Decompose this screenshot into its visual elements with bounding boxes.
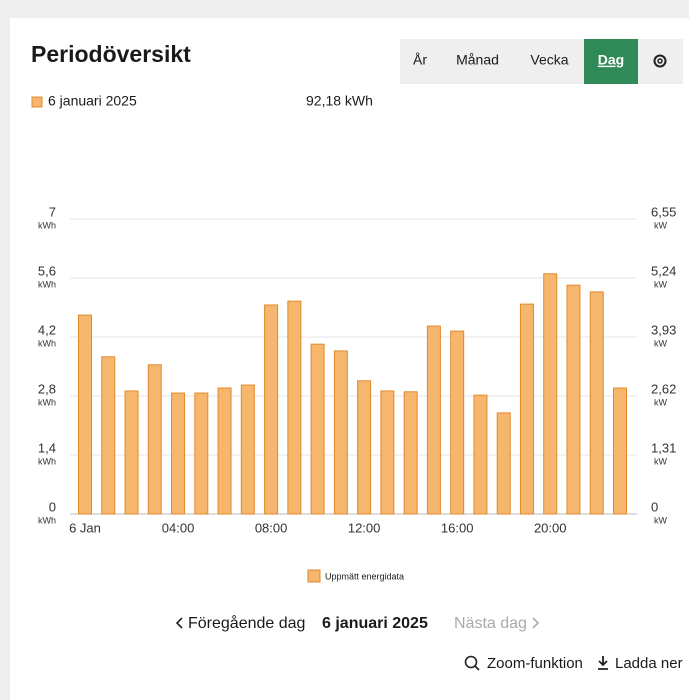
chevron-left (175, 617, 183, 629)
title: Periodöversikt (31, 41, 191, 67)
y-tick-label: 4,2 (38, 322, 56, 337)
next-label: Nästa dag (454, 615, 527, 632)
x-tick-label: 20:00 (534, 520, 567, 535)
bar (217, 387, 232, 515)
x-tick-label: 04:00 (162, 520, 195, 535)
legend-swatch (307, 569, 321, 583)
zoom-button[interactable]: Zoom-funktion (464, 655, 583, 672)
tab[interactable]: Vecka (530, 52, 568, 68)
bar (171, 392, 186, 515)
settings-button[interactable] (653, 54, 667, 68)
x-tick-label: 08:00 (255, 520, 288, 535)
y-unit: kWh (38, 220, 56, 230)
zoom-handle (474, 665, 480, 671)
bar (101, 356, 116, 515)
y-tick-label: 1,4 (38, 440, 56, 455)
y-unit: kWh (38, 397, 56, 407)
bar (333, 350, 348, 515)
tab-active-bg (584, 39, 638, 84)
zoom-icon (464, 655, 478, 669)
x-tick-label: 6 Jan (69, 520, 101, 535)
bar (613, 387, 627, 515)
summary-date: 6 januari 2025 (48, 93, 137, 109)
bar (264, 304, 279, 515)
y-unit: kWh (38, 279, 56, 289)
bar (287, 300, 302, 515)
x-tick-label: 12:00 (348, 520, 381, 535)
bar (124, 390, 139, 515)
chevron-right (532, 617, 540, 629)
y-unit: kWh (38, 515, 56, 525)
plot: 0kWh1,4kWh2,8kWh4,2kWh5,6kWh7kWh0kW1,31k… (38, 204, 676, 583)
bar (147, 364, 162, 515)
bar (519, 303, 534, 515)
summary-total: 92,18 kWh (306, 93, 373, 109)
y-unit: kWh (38, 456, 56, 466)
y2-unit: kW (654, 456, 668, 466)
download-label: Ladda ner (615, 655, 683, 672)
bar (403, 391, 418, 515)
tab[interactable]: År (413, 52, 427, 68)
bar (473, 394, 488, 515)
y-tick-label: 7 (49, 204, 56, 219)
gear-hub (657, 58, 663, 64)
bar (496, 412, 511, 515)
bar (543, 273, 558, 515)
tab-label: Vecka (530, 52, 568, 68)
tab-label: Dag (598, 52, 624, 68)
previous-label: Föregående dag (188, 614, 305, 632)
y2-tick-label: 1,31 (651, 440, 676, 455)
bar (78, 314, 92, 515)
y2-tick-label: 6,55 (651, 204, 676, 219)
y2-tick-label: 0 (651, 499, 658, 514)
y-tick-label: 0 (49, 499, 56, 514)
y2-unit: kW (654, 397, 668, 407)
previous-day[interactable]: Föregående dag (175, 614, 305, 632)
bar (566, 284, 581, 515)
legend-label: Uppmätt energidata (325, 571, 404, 581)
y2-unit: kW (654, 279, 668, 289)
zoom-label: Zoom-funktion (487, 655, 583, 672)
tab[interactable]: Dag (584, 39, 638, 84)
bar (426, 325, 441, 515)
y2-unit: kW (654, 338, 668, 348)
gear-icon (653, 54, 667, 68)
tab[interactable]: Månad (456, 52, 499, 68)
download-icon (598, 656, 608, 670)
y2-unit: kW (654, 515, 668, 525)
y2-tick-label: 5,24 (651, 263, 676, 278)
y-tick-label: 5,6 (38, 263, 56, 278)
summary-swatch (31, 96, 43, 108)
bar (357, 380, 372, 515)
y2-tick-label: 2,62 (651, 381, 676, 396)
bar (310, 343, 325, 515)
y-unit: kWh (38, 338, 56, 348)
bar (240, 384, 255, 515)
y2-unit: kW (654, 220, 668, 230)
download-button[interactable]: Ladda ner (598, 655, 683, 672)
bar (194, 392, 209, 515)
tab-label: Månad (456, 52, 499, 68)
current-day: 6 januari 2025 (322, 615, 428, 632)
bar (589, 291, 604, 515)
y-tick-label: 2,8 (38, 381, 56, 396)
x-tick-label: 16:00 (441, 520, 474, 535)
bar (450, 330, 465, 515)
y2-tick-label: 3,93 (651, 322, 676, 337)
tab-label: År (413, 52, 427, 68)
next-day[interactable]: Nästa dag (454, 615, 540, 632)
bar (380, 390, 395, 515)
